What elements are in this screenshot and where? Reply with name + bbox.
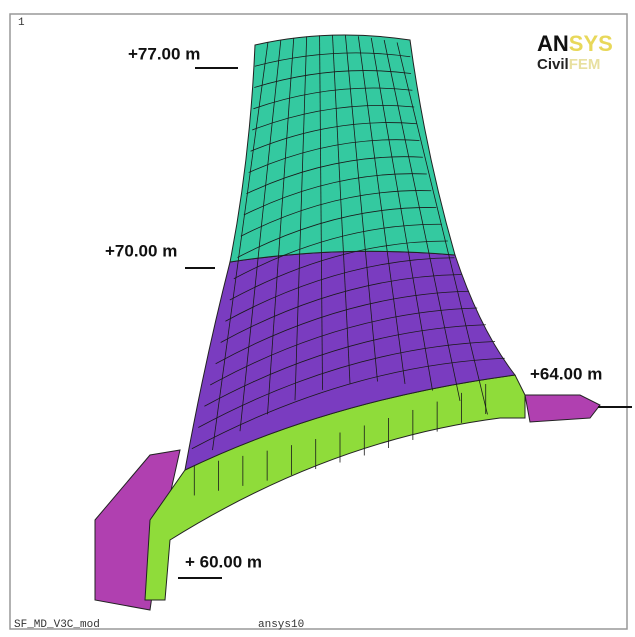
logo-light: FEM: [569, 56, 601, 73]
logo: ANSYS: [537, 31, 613, 56]
logo-product: CivilFEM: [537, 56, 600, 73]
corner-number: 1: [18, 17, 25, 29]
logo-bold: Civil: [537, 56, 569, 73]
level-label: +77.00 m: [128, 44, 200, 63]
logo-bold: AN: [537, 31, 569, 56]
logo-light: SYS: [569, 31, 613, 56]
level-label: + 60.00 m: [185, 552, 262, 571]
model-name: SF_MD_V3C_mod: [14, 619, 100, 631]
level-label: +64.00 m: [530, 364, 602, 383]
screenshot: 1 +77.00 m +70.00 m +64.00 m + 60.00 m A…: [0, 0, 635, 637]
level-label: +70.00 m: [105, 241, 177, 260]
solver: ansys10: [258, 619, 304, 631]
right-flange: [525, 395, 600, 422]
viewport: 1 +77.00 m +70.00 m +64.00 m + 60.00 m A…: [0, 0, 635, 637]
